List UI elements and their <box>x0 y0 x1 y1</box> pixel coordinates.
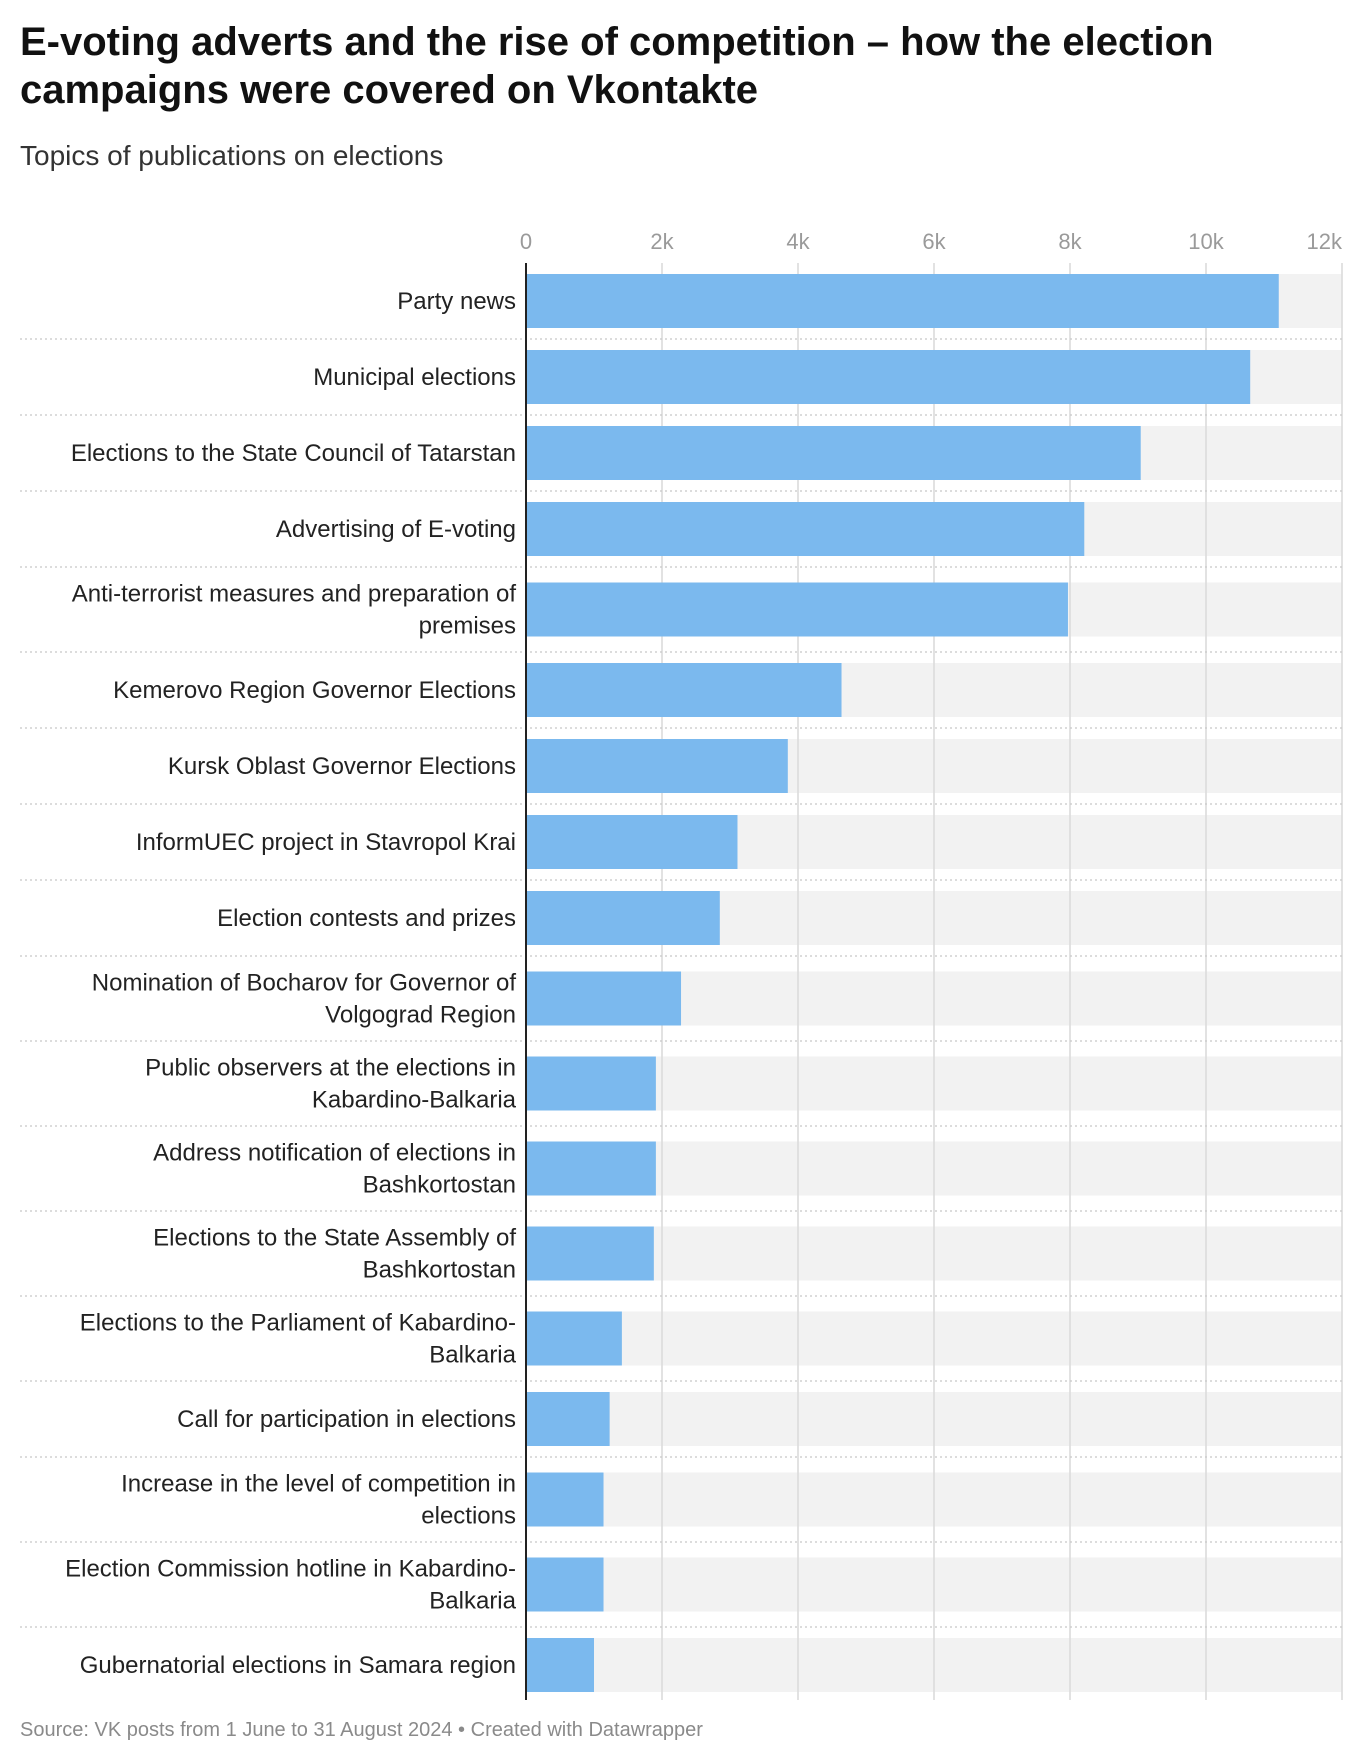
bar <box>526 815 738 869</box>
category-label-line: Municipal elections <box>313 364 516 391</box>
category-label: Public observers at the elections in Kaba… <box>145 1055 517 1114</box>
bar <box>526 426 1141 480</box>
bar <box>526 582 1068 637</box>
bar <box>526 1557 604 1612</box>
category-label: Municipal elections <box>313 364 516 391</box>
category-label-line: Call for participation in elections <box>177 1406 516 1433</box>
category-label: Elections to the State Council of Tatars… <box>71 440 516 467</box>
category-label-line: Elections to the State Assembly of <box>153 1225 516 1252</box>
bar <box>526 739 788 793</box>
x-tick-label: 8k <box>1058 229 1082 254</box>
category-label-line: Kabardino-Balkaria <box>312 1087 517 1114</box>
category-label-line: Advertising of E-voting <box>276 516 516 543</box>
x-tick-label: 2k <box>650 229 674 254</box>
category-label-line: Increase in the level of competition in <box>121 1471 516 1498</box>
bar <box>526 1311 622 1366</box>
x-tick-label: 0 <box>520 229 532 254</box>
category-label-line: Kursk Oblast Governor Elections <box>168 753 516 780</box>
category-label: Kemerovo Region Governor Elections <box>113 677 516 704</box>
category-label-line: Balkaria <box>429 1588 516 1615</box>
category-label-line: Nomination of Bocharov for Governor of <box>92 970 517 997</box>
category-label-line: Election Commission hotline in Kabardino… <box>65 1556 516 1583</box>
bar <box>526 274 1279 328</box>
category-label: Nomination of Bocharov for Governor of Vo… <box>92 970 517 1029</box>
category-label-line: Balkaria <box>429 1342 516 1369</box>
category-label: Call for participation in elections <box>177 1406 516 1433</box>
bar <box>526 1141 656 1196</box>
bar <box>526 663 842 717</box>
category-label: Election contests and prizes <box>217 905 516 932</box>
category-label-line: elections <box>421 1503 516 1530</box>
category-label-line: Election contests and prizes <box>217 905 516 932</box>
category-label-line: Bashkortostan <box>363 1257 516 1284</box>
category-label-line: Elections to the Parliament of Kabardino… <box>80 1310 516 1337</box>
bar <box>526 1472 604 1527</box>
category-label-line: Kemerovo Region Governor Elections <box>113 677 516 704</box>
bar <box>526 1056 656 1111</box>
category-labels: Party news Municipal elections Elections t… <box>65 288 517 1679</box>
x-tick-label: 6k <box>922 229 946 254</box>
bar <box>526 502 1085 556</box>
bar <box>526 1392 610 1446</box>
category-label: InformUEC project in Stavropol Krai <box>136 829 516 856</box>
category-label-line: Gubernatorial elections in Samara region <box>80 1652 516 1679</box>
bar-chart: 0 2k 4k 6k 8k 10k 12k Party news Municipal elec… <box>20 229 1343 1700</box>
bar <box>526 971 682 1026</box>
category-label: Party news <box>397 288 516 315</box>
datawrapper-credit: Created with Datawrapper <box>470 1719 703 1741</box>
bar <box>526 891 720 945</box>
x-tick-label: 10k <box>1188 229 1224 254</box>
category-label-line: Address notification of elections in <box>153 1140 516 1167</box>
category-label-line: Anti-terrorist measures and preparation … <box>72 581 517 608</box>
bar <box>526 1638 594 1692</box>
category-label-line: Party news <box>397 288 516 315</box>
category-label-line: InformUEC project in Stavropol Krai <box>136 829 516 856</box>
category-label: Kursk Oblast Governor Elections <box>168 753 516 780</box>
category-label: Gubernatorial elections in Samara region <box>80 1652 516 1679</box>
chart-title: E-voting adverts and the rise of competi… <box>20 20 1214 112</box>
x-tick-label: 4k <box>786 229 810 254</box>
x-axis-tick-labels: 0 2k 4k 6k 8k 10k 12k <box>520 229 1343 254</box>
category-label: Advertising of E-voting <box>276 516 516 543</box>
category-label-line: Elections to the State Council of Tatars… <box>71 440 516 467</box>
category-label: Elections to the Parliament of Kabardino… <box>80 1310 517 1369</box>
row-separators <box>20 338 1342 1628</box>
chart-footer: Source: VK posts from 1 June to 31 Augus… <box>20 1717 703 1743</box>
category-label-line: Bashkortostan <box>363 1172 516 1199</box>
category-label-line: Public observers at the elections in <box>145 1055 516 1082</box>
category-label: Elections to the State Assembly of Bashko… <box>153 1225 516 1284</box>
category-label: Address notification of elections in Bash… <box>153 1140 516 1199</box>
category-label: Election Commission hotline in Kabardino… <box>65 1556 517 1615</box>
chart-subtitle: Topics of publications on elections <box>20 140 444 171</box>
bars <box>526 274 1279 1692</box>
bar <box>526 350 1251 404</box>
source-note: Source: VK posts from 1 June to 31 Augus… <box>20 1719 453 1741</box>
category-label: Increase in the level of competition in e… <box>121 1471 516 1530</box>
footer-separator: • <box>452 1719 471 1741</box>
category-label: Anti-terrorist measures and preparation … <box>72 581 517 640</box>
bar <box>526 1226 654 1281</box>
category-label-line: premises <box>419 613 516 640</box>
x-tick-label: 12k <box>1307 229 1343 254</box>
category-label-line: Volgograd Region <box>325 1002 516 1029</box>
